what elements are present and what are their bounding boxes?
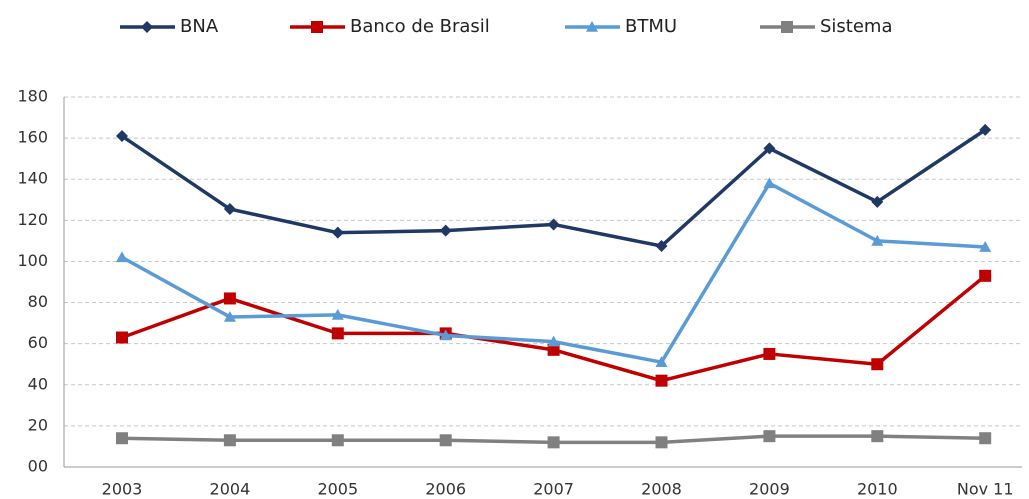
x-tick-label: Nov 11: [957, 480, 1014, 499]
data-point: [979, 241, 992, 252]
data-point: [439, 434, 452, 447]
data-point: [223, 434, 236, 447]
data-point: [871, 234, 884, 246]
y-tick-label: 100: [17, 251, 48, 270]
data-point: [223, 203, 236, 216]
data-point: [655, 240, 668, 253]
data-point: [763, 177, 776, 189]
x-tick-label: 2006: [425, 480, 466, 499]
data-point: [547, 343, 560, 356]
legend-marker: [781, 21, 793, 33]
data-point: [116, 331, 128, 344]
legend-label: BTMU: [625, 16, 677, 37]
y-tick-label: 140: [17, 169, 48, 188]
y-tick-label: 40: [28, 374, 48, 393]
data-point: [655, 374, 668, 387]
data-point: [547, 335, 560, 347]
data-point: [871, 358, 884, 371]
data-point: [979, 269, 992, 282]
x-tick-label: 2008: [641, 480, 682, 499]
legend-label: Sistema: [820, 16, 893, 37]
data-point: [116, 251, 128, 263]
y-tick-label: 180: [17, 87, 48, 106]
data-point: [331, 226, 344, 239]
legend-marker: [586, 21, 598, 32]
legend-label: BNA: [180, 16, 219, 37]
y-tick-label: 80: [28, 292, 48, 311]
y-tick-label: 20: [28, 415, 48, 434]
data-point: [223, 310, 236, 322]
data-point: [439, 224, 452, 237]
y-tick-label: 60: [28, 333, 48, 352]
series-line: [121, 274, 987, 383]
data-point: [655, 356, 668, 367]
data-point: [655, 436, 668, 449]
data-point: [763, 142, 776, 155]
y-tick-label: 00: [28, 457, 48, 476]
data-point: [763, 430, 776, 443]
data-point: [331, 434, 344, 447]
data-point: [547, 436, 560, 449]
series-line: [121, 181, 986, 364]
data-point: [439, 329, 452, 341]
data-point: [871, 430, 884, 443]
data-point: [979, 123, 992, 136]
x-tick-label: 2010: [857, 480, 898, 499]
legend-marker: [141, 21, 153, 33]
x-tick-label: 2004: [210, 480, 251, 499]
x-tick-label: 2007: [533, 480, 574, 499]
legend-label: Banco de Brasil: [350, 16, 490, 37]
legend-marker: [311, 21, 323, 33]
data-point: [331, 327, 344, 340]
x-tick-label: 2005: [317, 480, 358, 499]
y-tick-label: 160: [17, 128, 48, 147]
data-point: [116, 432, 128, 445]
y-tick-label: 120: [17, 210, 48, 229]
data-point: [547, 218, 560, 231]
x-tick-label: 2003: [102, 480, 143, 499]
data-point: [223, 292, 236, 305]
data-point: [979, 432, 992, 445]
data-point: [763, 347, 776, 360]
data-point: [331, 308, 344, 320]
data-point: [116, 130, 128, 143]
data-point: [871, 195, 884, 208]
x-tick-label: 2009: [749, 480, 790, 499]
